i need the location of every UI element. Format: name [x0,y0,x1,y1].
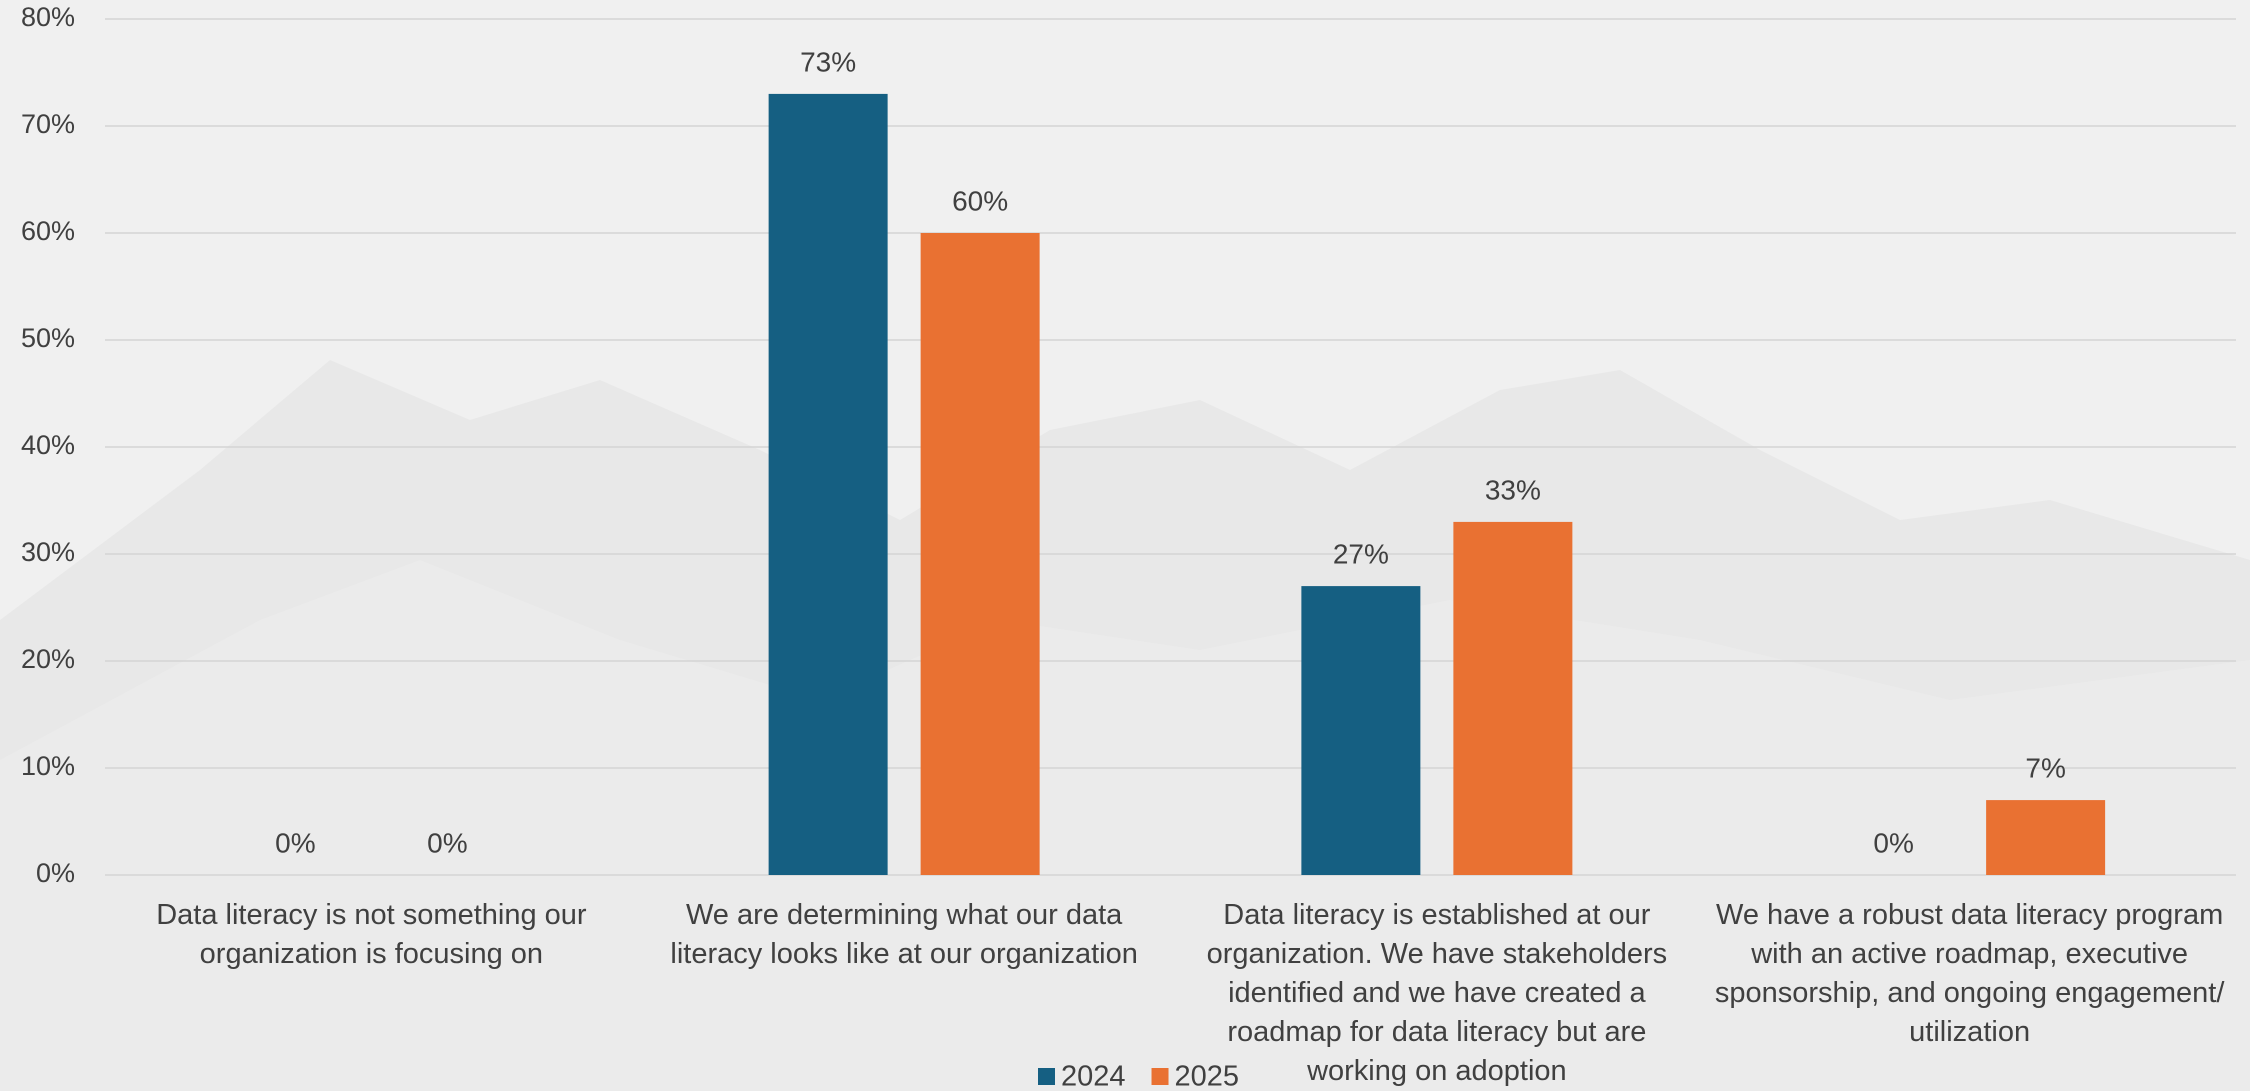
y-tick-label: 40% [21,430,75,460]
value-label: 33% [1485,474,1541,505]
value-label: 0% [427,827,467,858]
x-tick-label: Data literacy is established at our orga… [1206,899,1668,1087]
y-tick-label: 20% [21,644,75,674]
y-tick-label: 0% [36,858,75,888]
legend-swatch [1151,1068,1169,1085]
bar [768,93,888,875]
y-tick-label: 50% [21,323,75,353]
legend-swatch [1038,1068,1055,1085]
background-mountains [0,360,2250,1091]
bar [1453,521,1573,875]
value-label: 27% [1333,538,1389,569]
value-label: 60% [952,185,1008,216]
x-tick-label: We are determining what our data literac… [670,899,1138,970]
y-tick-label: 60% [21,216,75,246]
legend-label: 2025 [1175,1061,1240,1091]
bar [1301,586,1421,875]
x-tick-label: Data literacy is not something our organ… [156,899,587,970]
value-label: 73% [800,46,856,77]
y-tick-label: 80% [21,2,75,32]
x-tick-label: We have a robust data literacy program w… [1714,899,2225,1048]
value-label: 0% [275,827,315,858]
y-tick-label: 10% [21,751,75,781]
bar [1986,800,2106,875]
legend-label: 2024 [1061,1061,1126,1091]
bar [920,233,1040,875]
value-label: 0% [1873,827,1913,858]
y-tick-label: 70% [21,109,75,139]
y-tick-label: 30% [21,537,75,567]
value-label: 7% [2025,752,2065,783]
